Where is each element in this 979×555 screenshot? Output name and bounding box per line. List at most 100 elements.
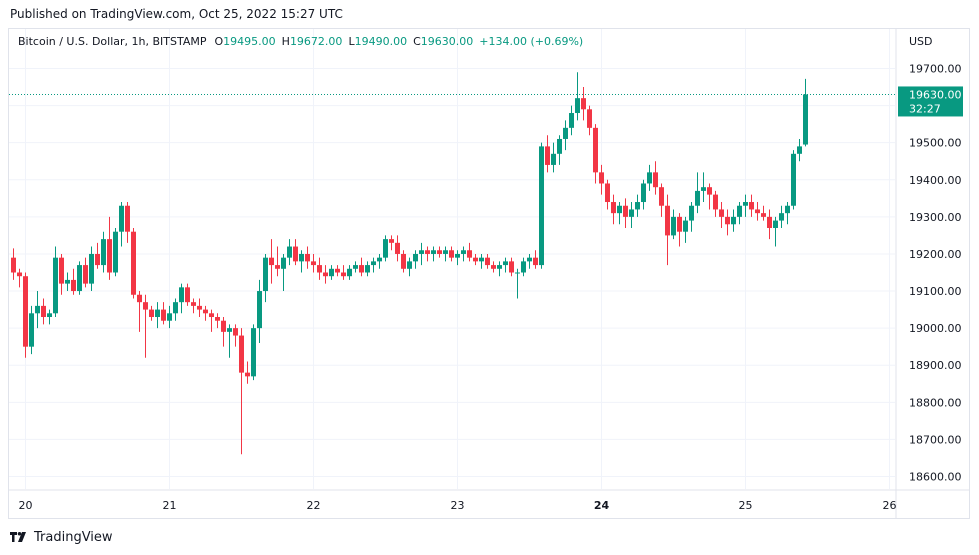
candle-body bbox=[503, 261, 508, 266]
candle-body bbox=[785, 205, 790, 214]
candle bbox=[677, 213, 682, 247]
candle bbox=[647, 164, 652, 191]
candle bbox=[605, 179, 610, 210]
candle-body bbox=[521, 261, 526, 273]
candle-body bbox=[407, 261, 412, 269]
price-tick-label: 19300.00 bbox=[909, 211, 962, 224]
candle-body bbox=[269, 257, 274, 266]
candle-body bbox=[371, 261, 376, 266]
price-tick-label: 19500.00 bbox=[909, 137, 962, 150]
candle bbox=[431, 246, 436, 262]
candle bbox=[215, 313, 220, 329]
candle bbox=[533, 250, 538, 269]
candle-body bbox=[41, 305, 46, 318]
candle bbox=[773, 216, 778, 247]
candle-body bbox=[95, 253, 100, 266]
candle bbox=[107, 216, 112, 280]
candle bbox=[221, 317, 226, 347]
ohlc-legend: Bitcoin / U.S. Dollar, 1h, BITSTAMP O1949… bbox=[18, 35, 589, 48]
candle-body bbox=[635, 202, 640, 210]
candle-body bbox=[443, 250, 448, 254]
candle-body bbox=[551, 153, 556, 165]
candle-body bbox=[737, 205, 742, 217]
candle-body bbox=[155, 309, 160, 318]
candle-body bbox=[779, 213, 784, 221]
bar-countdown: 32:27 bbox=[909, 102, 941, 115]
candle bbox=[725, 209, 730, 236]
candle-body bbox=[557, 138, 562, 154]
candle-body bbox=[11, 257, 16, 273]
candle-body bbox=[65, 279, 70, 284]
chart-frame[interactable] bbox=[8, 28, 970, 519]
candle bbox=[293, 239, 298, 266]
candle bbox=[341, 265, 346, 280]
candle bbox=[551, 142, 556, 173]
candle bbox=[503, 257, 508, 273]
candle-body bbox=[641, 183, 646, 203]
candle bbox=[185, 283, 190, 306]
candle-body bbox=[653, 172, 658, 188]
candle bbox=[473, 253, 478, 266]
candle-body bbox=[281, 257, 286, 269]
candle bbox=[143, 294, 148, 358]
candle bbox=[713, 190, 718, 217]
footer-brand[interactable]: TradingView bbox=[10, 530, 113, 545]
candle-body bbox=[413, 253, 418, 262]
candle bbox=[683, 216, 688, 243]
candle bbox=[563, 120, 568, 151]
candle-body bbox=[245, 372, 250, 377]
candle-body bbox=[365, 265, 370, 273]
candle-body bbox=[311, 261, 316, 266]
candle-body bbox=[167, 313, 172, 321]
candle-body bbox=[797, 146, 802, 154]
candle bbox=[449, 246, 454, 262]
candle bbox=[257, 279, 262, 343]
candle-body bbox=[695, 190, 700, 206]
candle-body bbox=[239, 335, 244, 373]
open-label: O bbox=[214, 35, 224, 48]
candle-body bbox=[293, 246, 298, 262]
candle bbox=[479, 253, 484, 269]
candle-body bbox=[305, 253, 310, 262]
candle-body bbox=[119, 205, 124, 232]
candle-body bbox=[143, 302, 148, 310]
candle-body bbox=[611, 202, 616, 214]
candle bbox=[425, 246, 430, 262]
candle-body bbox=[137, 294, 142, 303]
candle-body bbox=[353, 265, 358, 269]
price-axis: 19700.0019600.0019500.0019400.0019300.00… bbox=[909, 63, 962, 484]
price-tick-label: 19400.00 bbox=[909, 174, 962, 187]
candle bbox=[23, 272, 28, 358]
candle-body bbox=[479, 257, 484, 262]
candle-body bbox=[767, 216, 772, 228]
candle-body bbox=[107, 239, 112, 273]
candle bbox=[485, 253, 490, 269]
candle-body bbox=[317, 265, 322, 273]
candle bbox=[803, 78, 808, 147]
candle bbox=[413, 250, 418, 269]
candle bbox=[623, 198, 628, 228]
candle bbox=[671, 209, 676, 240]
candle-body bbox=[587, 109, 592, 128]
candle bbox=[509, 257, 514, 277]
candle-body bbox=[623, 205, 628, 217]
candle-body bbox=[263, 257, 268, 292]
candle-body bbox=[113, 231, 118, 273]
candle bbox=[407, 257, 412, 277]
candle-body bbox=[803, 94, 808, 145]
candle-body bbox=[23, 276, 28, 347]
candle bbox=[521, 257, 526, 277]
candle bbox=[89, 246, 94, 292]
candle bbox=[767, 209, 772, 240]
candle bbox=[581, 87, 586, 121]
candle bbox=[665, 194, 670, 266]
candle bbox=[587, 105, 592, 136]
candle bbox=[149, 305, 154, 321]
candle bbox=[155, 302, 160, 329]
candle bbox=[611, 194, 616, 225]
price-tick-label: 18800.00 bbox=[909, 396, 962, 409]
candle-body bbox=[719, 209, 724, 217]
candle-body bbox=[359, 265, 364, 273]
candle-body bbox=[221, 320, 226, 332]
